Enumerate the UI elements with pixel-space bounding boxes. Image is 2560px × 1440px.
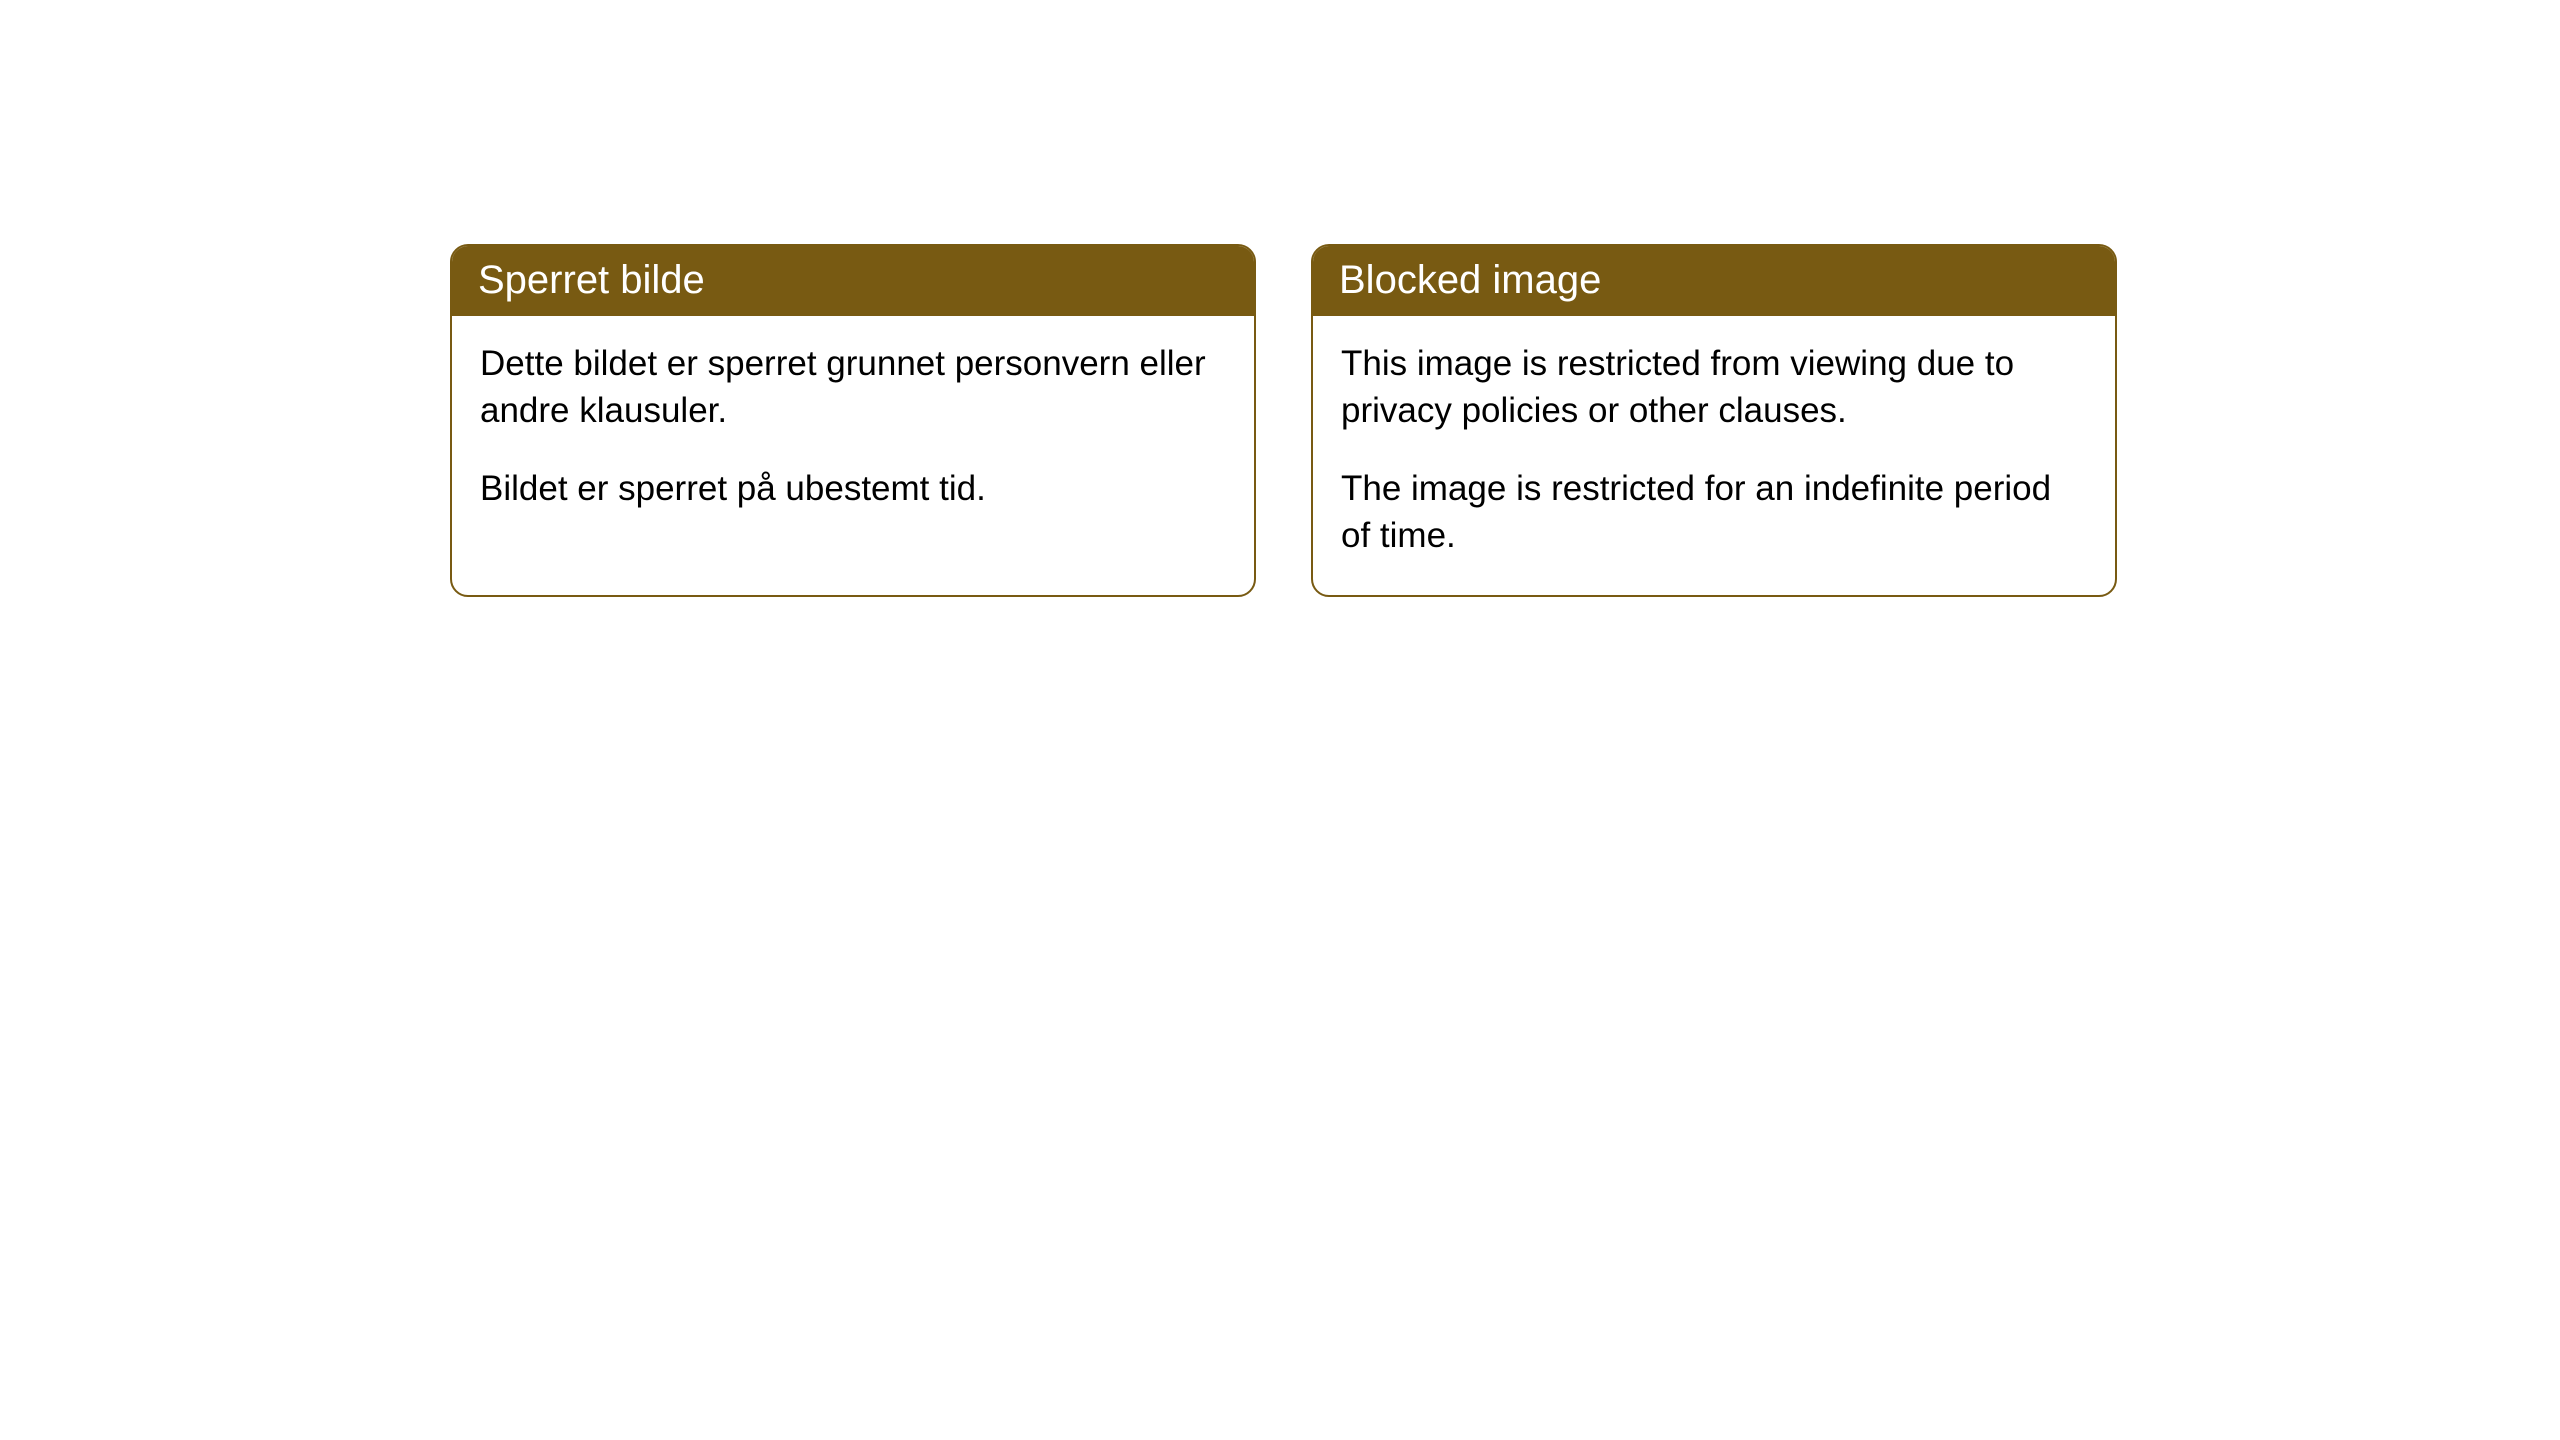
- card-title: Sperret bilde: [478, 258, 705, 302]
- card-body: This image is restricted from viewing du…: [1313, 316, 2115, 595]
- card-header: Blocked image: [1313, 246, 2115, 316]
- notice-card-english: Blocked image This image is restricted f…: [1311, 244, 2117, 597]
- notice-cards-container: Sperret bilde Dette bildet er sperret gr…: [450, 244, 2117, 597]
- card-paragraph: Dette bildet er sperret grunnet personve…: [480, 340, 1226, 435]
- card-paragraph: Bildet er sperret på ubestemt tid.: [480, 465, 1226, 512]
- card-paragraph: The image is restricted for an indefinit…: [1341, 465, 2087, 560]
- card-body: Dette bildet er sperret grunnet personve…: [452, 316, 1254, 548]
- notice-card-norwegian: Sperret bilde Dette bildet er sperret gr…: [450, 244, 1256, 597]
- card-title: Blocked image: [1339, 258, 1601, 302]
- card-paragraph: This image is restricted from viewing du…: [1341, 340, 2087, 435]
- card-header: Sperret bilde: [452, 246, 1254, 316]
